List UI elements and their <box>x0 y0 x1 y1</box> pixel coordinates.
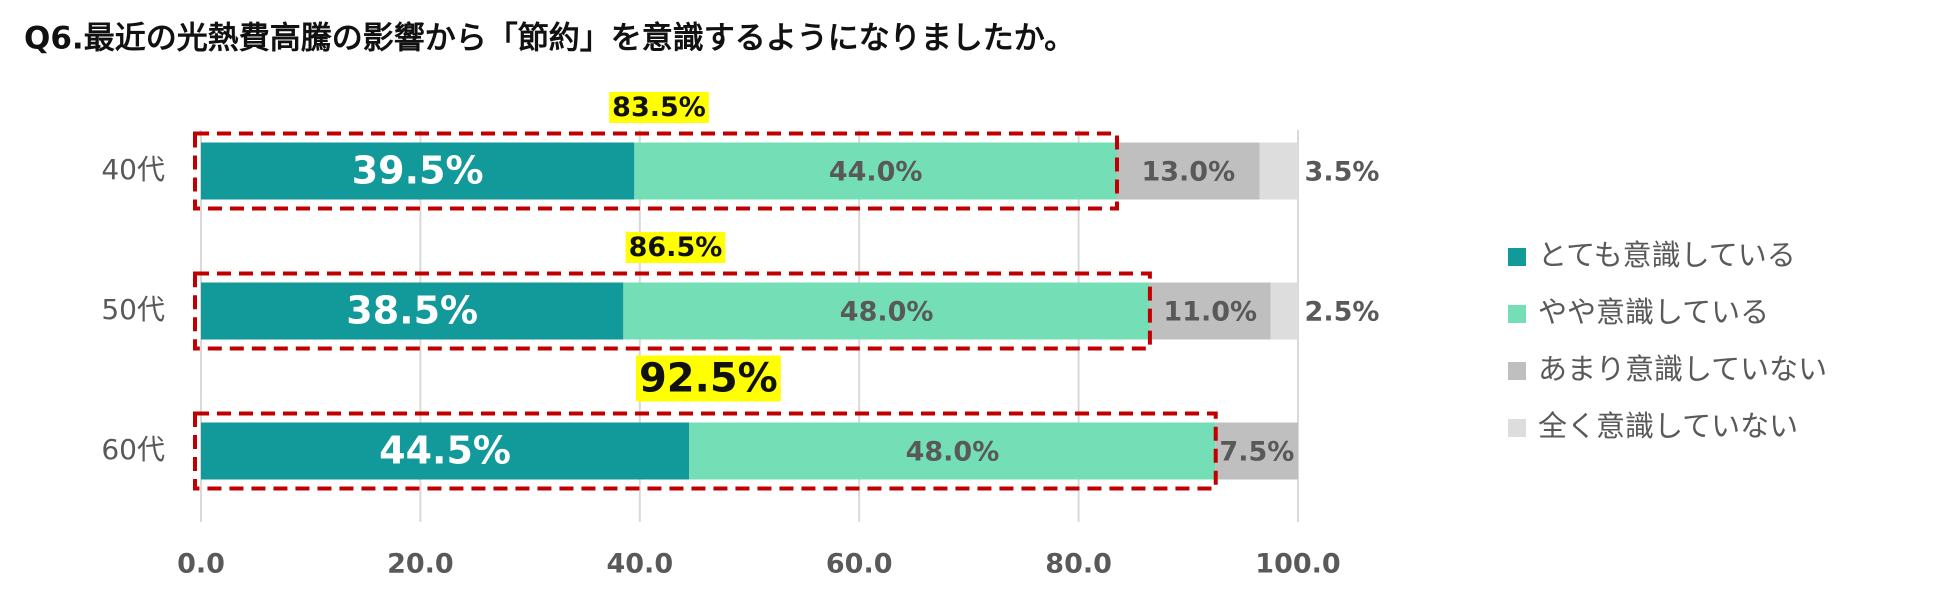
data-label: 44.5% <box>379 429 511 473</box>
bar-segment <box>1270 282 1298 340</box>
legend-label: 全く意識していない <box>1538 409 1798 443</box>
bar-segment <box>201 282 624 340</box>
legend-swatch <box>1508 362 1526 380</box>
bar-segment <box>1259 142 1298 200</box>
data-label: 44.0% <box>829 157 923 188</box>
x-tick-label: 40.0 <box>606 549 673 580</box>
annotation-label: 86.5% <box>629 232 723 263</box>
annotation-label: 92.5% <box>639 356 778 402</box>
y-tick-label: 50代 <box>101 293 165 326</box>
data-label: 3.5% <box>1305 157 1380 188</box>
data-label: 38.5% <box>346 289 478 333</box>
data-label: 11.0% <box>1163 297 1257 328</box>
bar-segment <box>1215 422 1298 480</box>
bar-segment <box>689 422 1216 480</box>
legend-swatch <box>1508 305 1526 323</box>
data-label: 2.5% <box>1305 297 1380 328</box>
annotation-bg <box>635 355 781 402</box>
data-label: 48.0% <box>906 437 1000 468</box>
y-tick-label: 40代 <box>101 153 165 186</box>
legend-label: とても意識している <box>1538 238 1796 272</box>
annotation-box <box>193 411 1218 491</box>
legend-label: あまり意識していない <box>1538 352 1827 386</box>
x-tick-label: 0.0 <box>177 549 225 580</box>
legend-swatch <box>1508 419 1526 437</box>
x-tick-label: 20.0 <box>387 549 454 580</box>
bar-segment <box>201 142 635 200</box>
bar-segment <box>634 142 1117 200</box>
legend-swatch <box>1508 248 1526 266</box>
annotation-bg <box>625 232 726 263</box>
annotation-label: 83.5% <box>612 92 706 123</box>
legend-label: やや意識している <box>1538 295 1769 329</box>
bar-segment <box>1116 142 1260 200</box>
x-tick-label: 60.0 <box>826 549 893 580</box>
annotation-bg <box>609 92 709 123</box>
annotation-box <box>193 131 1119 211</box>
y-tick-label: 60代 <box>101 433 165 466</box>
x-tick-label: 100.0 <box>1255 549 1340 580</box>
data-label: 48.0% <box>840 297 934 328</box>
x-tick-label: 80.0 <box>1045 549 1112 580</box>
chart-title: Q6.最近の光熱費高騰の影響から「節約」を意識するようになりましたか。 <box>24 21 1075 57</box>
bar-segment <box>201 422 690 480</box>
data-label: 7.5% <box>1219 437 1294 468</box>
data-label: 13.0% <box>1141 157 1235 188</box>
bar-segment <box>1149 282 1271 340</box>
annotation-box <box>193 271 1152 351</box>
data-label: 39.5% <box>352 149 484 193</box>
bar-segment <box>623 282 1150 340</box>
